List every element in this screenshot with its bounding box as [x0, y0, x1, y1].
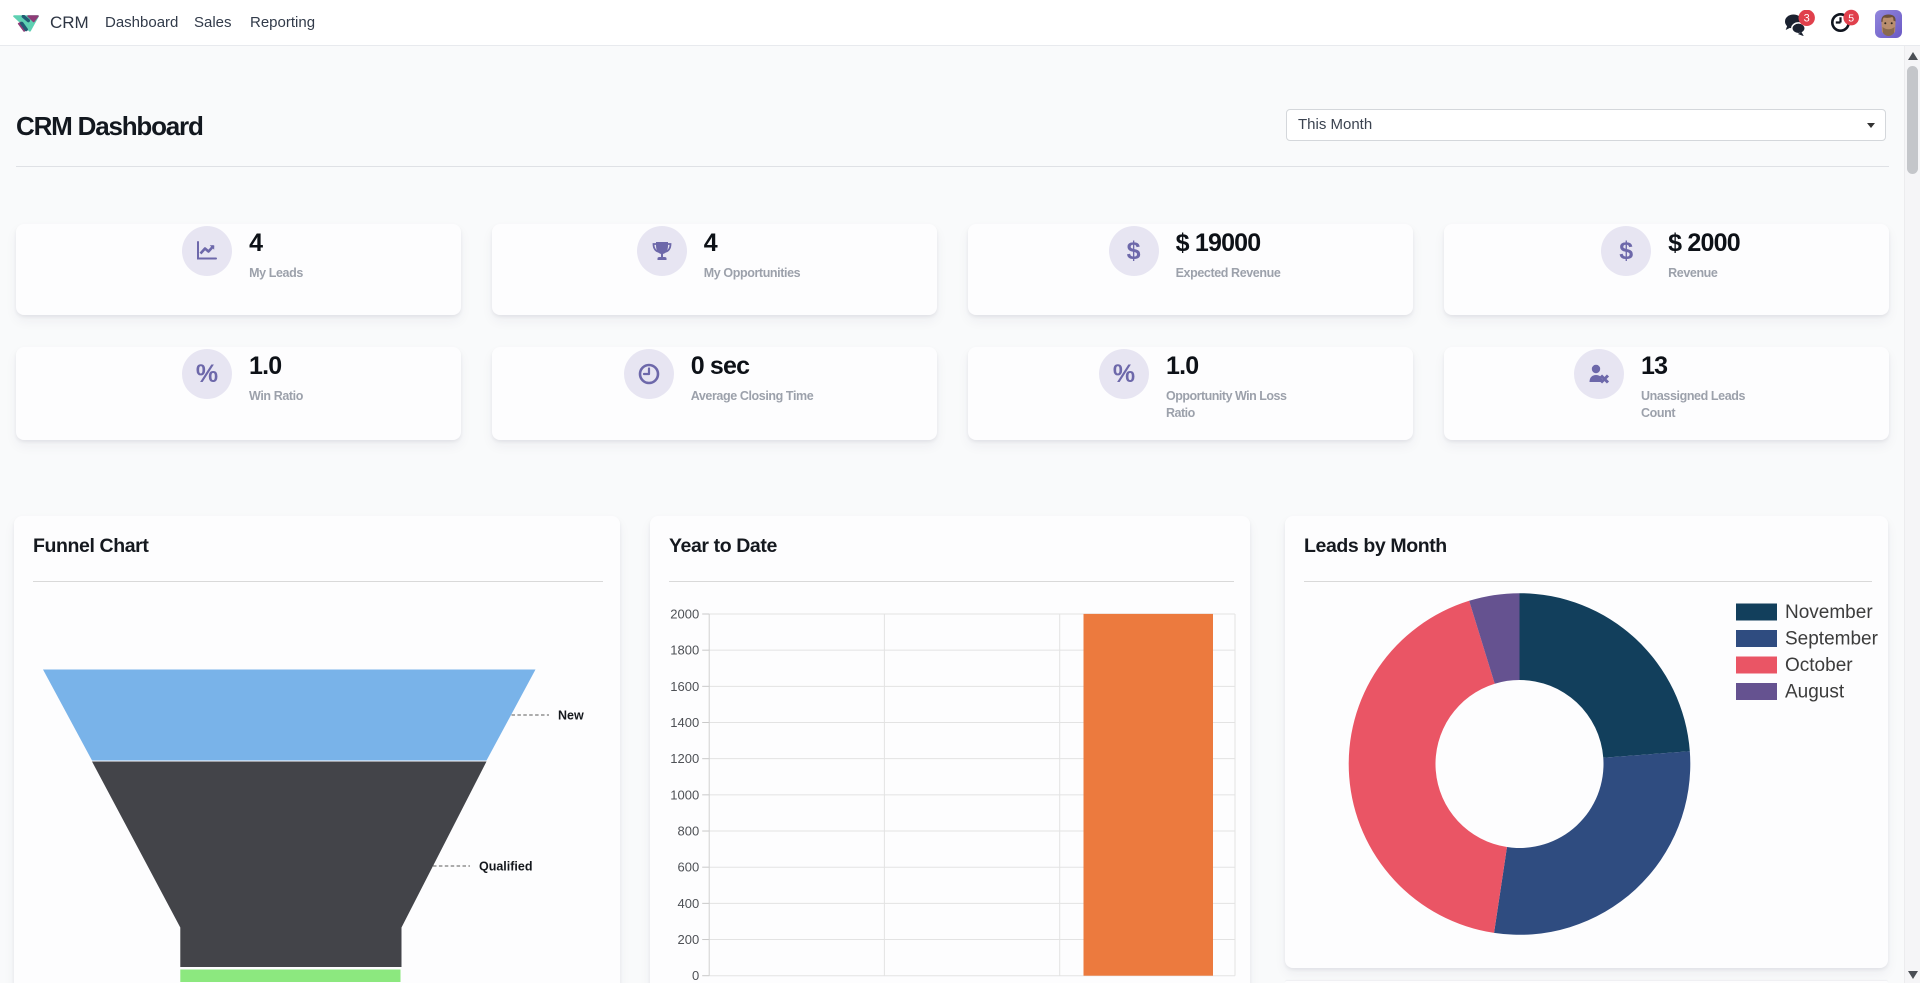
svg-text:September: September: [1785, 629, 1879, 650]
svg-text:3: 3: [1804, 13, 1810, 25]
svg-text:200: 200: [677, 932, 699, 947]
svg-text:1000: 1000: [670, 787, 699, 802]
svg-text:800: 800: [677, 824, 699, 839]
svg-text:1200: 1200: [670, 751, 699, 766]
svg-text:New: New: [558, 709, 584, 723]
svg-text:October: October: [1785, 655, 1853, 676]
svg-text:1600: 1600: [670, 679, 699, 694]
svg-text:400: 400: [677, 896, 699, 911]
svg-text:0: 0: [692, 968, 699, 982]
svg-text:5: 5: [1848, 12, 1854, 24]
svg-text:August: August: [1785, 682, 1845, 703]
svg-text:1800: 1800: [670, 643, 699, 658]
svg-text:600: 600: [677, 860, 699, 875]
svg-text:2000: 2000: [670, 607, 699, 622]
svg-text:Qualified: Qualified: [479, 860, 532, 874]
svg-text:1400: 1400: [670, 715, 699, 730]
svg-text:November: November: [1785, 602, 1873, 623]
